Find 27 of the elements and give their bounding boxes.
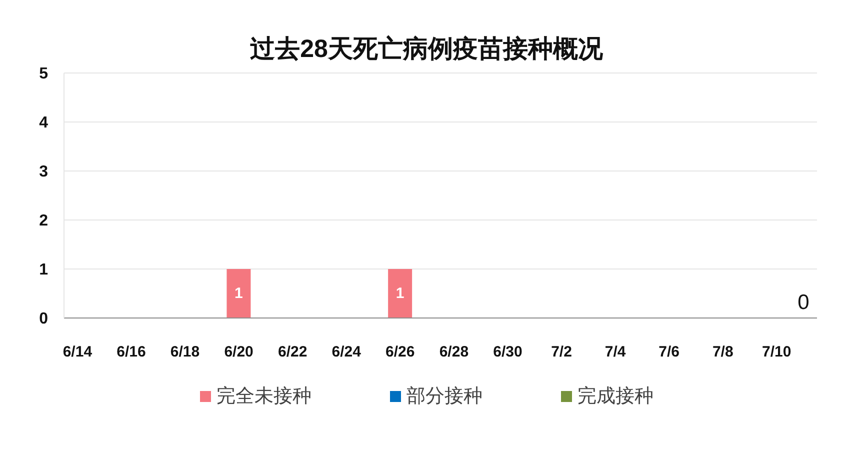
x-tick-label: 6/14 [62, 344, 93, 361]
x-tick-label: 7/6 [658, 344, 680, 361]
x-tick-label: 6/16 [116, 344, 146, 361]
x-tick-label: 6/20 [224, 344, 254, 361]
y-tick-label: 2 [39, 212, 48, 230]
data-label: 0 [798, 291, 810, 314]
legend-label: 完成接种 [578, 385, 654, 409]
x-tick-label: 6/22 [278, 344, 308, 361]
x-tick-label: 7/2 [551, 344, 572, 361]
data-label: 1 [234, 285, 243, 302]
x-tick-label: 7/10 [762, 344, 792, 361]
x-tick-label: 6/24 [332, 344, 362, 361]
x-tick-label: 6/26 [386, 344, 415, 361]
x-tick-label: 6/18 [170, 344, 200, 361]
data-label: 1 [396, 285, 404, 302]
x-tick-label: 7/8 [712, 344, 734, 361]
y-tick-label: 0 [39, 310, 48, 328]
x-tick-label: 6/30 [493, 344, 522, 361]
y-tick-label: 1 [39, 262, 48, 279]
y-tick-label: 3 [39, 164, 48, 181]
x-tick-label: 7/4 [604, 344, 626, 361]
legend-label: 完全未接种 [216, 385, 312, 409]
chart-title: 过去28天死亡病例疫苗接种概况 [249, 34, 604, 65]
y-tick-label: 5 [39, 66, 48, 83]
y-tick-label: 4 [39, 114, 48, 132]
x-tick-label: 6/28 [439, 344, 469, 361]
legend-label: 部分接种 [406, 385, 482, 409]
